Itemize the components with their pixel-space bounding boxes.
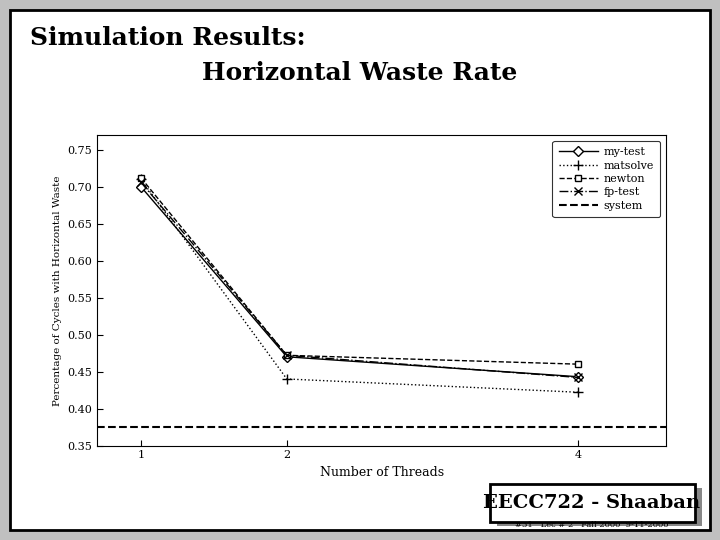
Y-axis label: Percentage of Cycles with Horizontal Waste: Percentage of Cycles with Horizontal Was… (53, 175, 62, 406)
X-axis label: Number of Threads: Number of Threads (320, 466, 444, 479)
Text: Horizontal Waste Rate: Horizontal Waste Rate (202, 61, 518, 85)
newton (574, 361, 582, 367)
Text: EECC722 - Shaaban: EECC722 - Shaaban (483, 494, 701, 512)
my-test (137, 184, 145, 190)
Legend: my-test, matsolve, newton, fp-test, system: my-test, matsolve, newton, fp-test, syst… (552, 140, 660, 217)
matsolve (282, 376, 291, 382)
Line: matsolve: matsolve (136, 174, 583, 397)
matsolve (574, 389, 582, 395)
Bar (490, 484, 695, 522)
newton (282, 352, 291, 359)
Text: Simulation Results:: Simulation Results: (30, 26, 305, 50)
my-test (574, 374, 582, 380)
matsolve (137, 176, 145, 183)
Bar (497, 488, 702, 526)
fp-test (574, 374, 582, 381)
fp-test (282, 352, 291, 359)
Line: my-test: my-test (138, 183, 582, 380)
Line: newton: newton (138, 174, 582, 368)
newton (137, 174, 145, 181)
Line: fp-test: fp-test (137, 178, 582, 382)
Text: #31   Lec # 2   Fall 2000  9-11-2000: #31 Lec # 2 Fall 2000 9-11-2000 (516, 521, 669, 529)
my-test (282, 354, 291, 360)
fp-test (137, 179, 145, 186)
